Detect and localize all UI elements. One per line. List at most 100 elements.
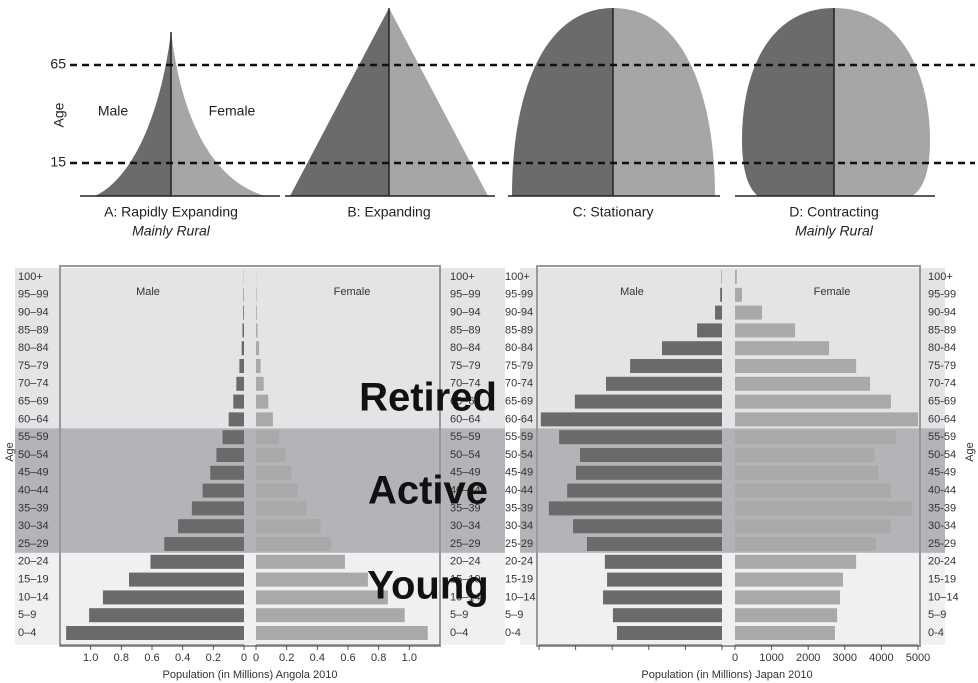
bar [210, 465, 244, 480]
bar [241, 341, 244, 356]
shape-c-male [512, 8, 613, 196]
age-label: 0-4 [928, 627, 944, 639]
age-label: 70-74 [928, 378, 956, 390]
bar [575, 465, 722, 480]
x-axis-title: Population (in Millions) Angola 2010 [163, 669, 338, 681]
bar [661, 341, 722, 356]
age-label: 60–64 [450, 413, 481, 425]
age-label: 10–14 [450, 591, 481, 603]
x-tick-label: 0.2 [206, 652, 221, 664]
age-label: 45–49 [18, 467, 49, 479]
age-label: 30-34 [505, 520, 533, 532]
center-lines [80, 8, 935, 197]
age-label: 95-99 [928, 289, 956, 301]
age-label: 75–79 [18, 360, 49, 372]
bar [735, 287, 742, 302]
age-label: 90-94 [505, 307, 533, 319]
axis-label: Age [51, 102, 67, 127]
age-label: 20–24 [18, 556, 49, 568]
x-tick-label: 0.6 [340, 652, 355, 664]
age-label: 45–49 [450, 467, 481, 479]
x-tick-label: 0 [253, 652, 259, 664]
x-tick-label: 1.0 [402, 652, 417, 664]
age-label: 35-39 [505, 502, 533, 514]
age-label: 20–24 [450, 556, 481, 568]
age-label: 95–99 [450, 289, 481, 301]
age-label: 0-4 [505, 627, 521, 639]
bar [735, 270, 737, 284]
series-label: Male [136, 286, 160, 298]
x-tick-label: 0 [241, 652, 247, 664]
bar [567, 483, 722, 498]
bar [579, 448, 722, 462]
bar [735, 465, 879, 480]
age-label: 55–59 [450, 431, 481, 443]
age-label: 85-89 [505, 324, 533, 336]
age-label: 90–94 [450, 307, 481, 319]
bar [735, 376, 871, 391]
bar [256, 572, 368, 587]
age-label: 25-29 [928, 538, 956, 550]
bar [164, 537, 244, 551]
bar [735, 519, 891, 534]
bar [616, 626, 722, 640]
age-label: 100+ [18, 271, 43, 283]
bar [573, 519, 722, 534]
bar [239, 359, 244, 373]
bar [630, 359, 722, 373]
bar [607, 572, 722, 587]
age-label: 90–94 [18, 307, 49, 319]
bar [735, 359, 857, 373]
shape-title: A: Rapidly Expanding [104, 204, 238, 220]
bar [102, 590, 244, 605]
age-label: 35–39 [450, 502, 481, 514]
bar [178, 519, 244, 534]
age-label: 100+ [928, 271, 953, 283]
x-tick-label: 4000 [869, 652, 893, 664]
bar [256, 501, 307, 516]
bar [612, 608, 722, 623]
bar [603, 590, 722, 605]
age-label: 100+ [505, 271, 530, 283]
age-label: 100+ [450, 271, 475, 283]
band-label: Retired [359, 376, 497, 420]
bar [129, 572, 244, 587]
age-label: 40-44 [505, 485, 533, 497]
age-label: 25-29 [505, 538, 533, 550]
age-label: 70–74 [18, 378, 49, 390]
age-label: 50–54 [450, 449, 481, 461]
age-label: 95-99 [505, 289, 533, 301]
x-tick-label: 1000 [759, 652, 783, 664]
age-label: 5–9 [505, 609, 523, 621]
shape-a-male [95, 32, 171, 196]
age-label: 75-79 [928, 360, 956, 372]
bar [256, 448, 286, 462]
age-label: 30–34 [450, 520, 481, 532]
schematics: Age 65 15 Male Female A: Rapidly Expandi… [50, 8, 975, 239]
bar [191, 501, 244, 516]
x-tick-label: 2000 [796, 652, 820, 664]
age-label: 70-74 [505, 378, 533, 390]
age-label: 30–34 [18, 520, 49, 532]
bar [735, 501, 913, 516]
x-tick-label: 0.8 [114, 652, 129, 664]
bar [735, 626, 835, 640]
shape-d-male [742, 8, 834, 196]
age-label: 20-24 [928, 556, 956, 568]
age-label: 5–9 [18, 609, 36, 621]
age-label: 65-69 [928, 396, 956, 408]
bar [735, 430, 897, 445]
bar [559, 430, 722, 445]
frame [59, 265, 441, 647]
y-axis-title: Age [4, 442, 16, 462]
bar [256, 430, 279, 445]
y-axis-title: Age [964, 442, 976, 462]
shape-subtitle: Mainly Rural [795, 223, 874, 239]
x-tick-label: 3000 [833, 652, 857, 664]
bar [150, 554, 244, 569]
age-label: 5–9 [928, 609, 946, 621]
bar [236, 376, 244, 391]
age-label: 10–14 [505, 591, 536, 603]
bar [735, 412, 918, 427]
